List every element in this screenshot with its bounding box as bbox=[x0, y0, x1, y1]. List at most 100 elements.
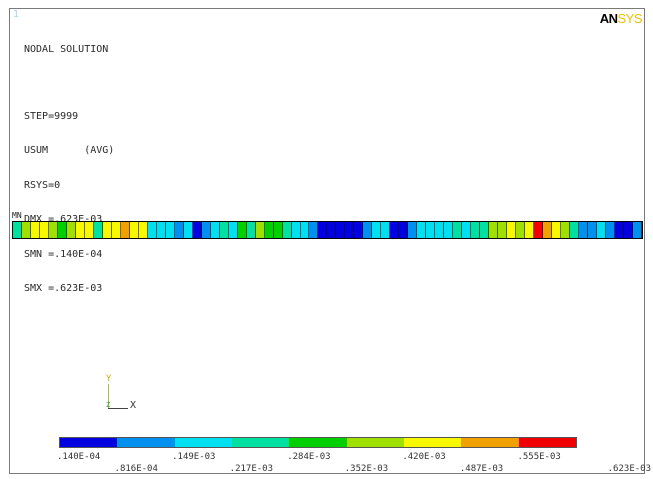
step-line: STEP=9999 bbox=[24, 110, 79, 122]
smn-line: SMN =.140E-04 bbox=[24, 248, 103, 260]
beam-element[interactable] bbox=[210, 222, 220, 238]
beam-element[interactable] bbox=[570, 222, 580, 238]
beam-element[interactable] bbox=[605, 222, 615, 238]
beam-element[interactable] bbox=[588, 222, 597, 238]
beam-element[interactable] bbox=[579, 222, 588, 238]
beam-element[interactable] bbox=[291, 222, 301, 238]
beam-element[interactable] bbox=[327, 222, 337, 238]
beam-element[interactable] bbox=[21, 222, 31, 238]
legend-swatch bbox=[60, 438, 118, 447]
beam-element[interactable] bbox=[345, 222, 355, 238]
beam-element[interactable] bbox=[354, 222, 364, 238]
beam-element[interactable] bbox=[489, 222, 499, 238]
legend-swatch bbox=[174, 438, 232, 447]
triad-y-label: Y bbox=[106, 374, 112, 384]
beam-element[interactable] bbox=[453, 222, 463, 238]
beam-element[interactable] bbox=[363, 222, 373, 238]
beam-element[interactable] bbox=[435, 222, 445, 238]
beam-element[interactable] bbox=[516, 222, 526, 238]
beam-element[interactable] bbox=[596, 222, 606, 238]
beam-element[interactable] bbox=[309, 222, 319, 238]
legend-swatch bbox=[346, 438, 404, 447]
beam-element[interactable] bbox=[228, 222, 238, 238]
beam-element[interactable] bbox=[444, 222, 454, 238]
legend-tick-label: .140E-04 bbox=[57, 452, 101, 462]
triad-x-label: X bbox=[130, 400, 137, 411]
beam-element[interactable] bbox=[614, 222, 624, 238]
legend-tick-label: .555E-03 bbox=[517, 452, 561, 462]
beam-element[interactable] bbox=[237, 222, 247, 238]
beam-element[interactable] bbox=[417, 222, 427, 238]
legend-tick-label: .284E-03 bbox=[287, 452, 331, 462]
legend-swatch bbox=[518, 438, 576, 447]
beam-element[interactable] bbox=[318, 222, 328, 238]
legend-swatch bbox=[117, 438, 175, 447]
ansys-logo: ANSYS bbox=[600, 11, 643, 26]
beam-element[interactable] bbox=[462, 222, 472, 238]
solution-info: NODAL SOLUTION STEP=9999 USUM (AVG) RSYS… bbox=[24, 21, 114, 318]
beam-element[interactable] bbox=[201, 222, 211, 238]
beam-element[interactable] bbox=[39, 222, 49, 238]
beam-element[interactable] bbox=[138, 222, 148, 238]
legend-tick-label: .816E-04 bbox=[114, 464, 158, 474]
contour-legend-bar bbox=[59, 437, 577, 448]
beam-element[interactable] bbox=[381, 222, 391, 238]
legend-tick-label: .352E-03 bbox=[344, 464, 389, 474]
beam-element[interactable] bbox=[543, 222, 553, 238]
beam-element[interactable] bbox=[282, 222, 292, 238]
beam-contour[interactable] bbox=[12, 221, 643, 239]
beam-element[interactable] bbox=[66, 222, 76, 238]
beam-element[interactable] bbox=[390, 222, 400, 238]
beam-element[interactable] bbox=[372, 222, 382, 238]
beam-element[interactable] bbox=[174, 222, 184, 238]
beam-element[interactable] bbox=[192, 222, 202, 238]
triad-y-axis bbox=[108, 384, 109, 408]
beam-element[interactable] bbox=[623, 222, 633, 238]
beam-element[interactable] bbox=[165, 222, 175, 238]
beam-element[interactable] bbox=[246, 222, 256, 238]
beam-element[interactable] bbox=[336, 222, 346, 238]
beam-element[interactable] bbox=[300, 222, 310, 238]
beam-element[interactable] bbox=[255, 222, 265, 238]
legend-tick-label: .217E-03 bbox=[229, 464, 274, 474]
legend-tick-label: .623E-03 bbox=[607, 464, 651, 474]
beam-element[interactable] bbox=[93, 222, 103, 238]
beam-element[interactable] bbox=[75, 222, 85, 238]
beam-element[interactable] bbox=[84, 222, 94, 238]
legend-tick-label: .420E-03 bbox=[402, 452, 446, 462]
beam-element[interactable] bbox=[183, 222, 193, 238]
beam-element[interactable] bbox=[57, 222, 67, 238]
beam-element[interactable] bbox=[264, 222, 274, 238]
beam-element[interactable] bbox=[632, 222, 642, 238]
beam-element[interactable] bbox=[48, 222, 58, 238]
beam-element[interactable] bbox=[552, 222, 562, 238]
beam-element[interactable] bbox=[525, 222, 535, 238]
beam-element[interactable] bbox=[399, 222, 409, 238]
beam-element[interactable] bbox=[408, 222, 418, 238]
beam-element[interactable] bbox=[129, 222, 139, 238]
beam-element[interactable] bbox=[156, 222, 166, 238]
beam-element[interactable] bbox=[13, 222, 22, 238]
beam-element[interactable] bbox=[273, 222, 283, 238]
beam-element[interactable] bbox=[120, 222, 130, 238]
beam-element[interactable] bbox=[30, 222, 40, 238]
beam-element[interactable] bbox=[507, 222, 517, 238]
beam-element[interactable] bbox=[219, 222, 229, 238]
beam-element[interactable] bbox=[534, 222, 544, 238]
triad-x-axis bbox=[108, 408, 128, 409]
smx-line: SMX =.623E-03 bbox=[24, 283, 103, 294]
beam-element[interactable] bbox=[102, 222, 112, 238]
beam-element[interactable] bbox=[471, 222, 481, 238]
beam-element[interactable] bbox=[147, 222, 157, 238]
beam-element[interactable] bbox=[561, 222, 571, 238]
beam-element[interactable] bbox=[480, 222, 490, 238]
beam-element[interactable] bbox=[111, 222, 121, 238]
legend-swatch bbox=[461, 438, 519, 447]
legend-swatch bbox=[231, 438, 290, 447]
beam-element[interactable] bbox=[498, 222, 508, 238]
legend-swatch bbox=[289, 438, 347, 447]
dmx-line: DMX =.623E-03 bbox=[24, 214, 103, 225]
beam-element[interactable] bbox=[426, 222, 436, 238]
solution-title: NODAL SOLUTION bbox=[24, 44, 109, 55]
graphics-viewport[interactable]: 1 NODAL SOLUTION STEP=9999 USUM (AVG) RS… bbox=[9, 8, 645, 474]
